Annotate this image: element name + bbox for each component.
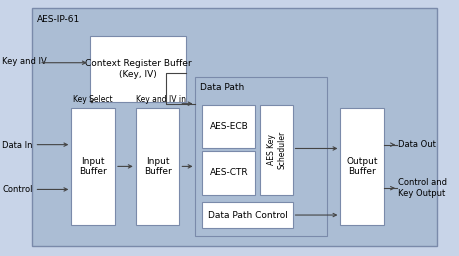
Text: AES-CTR: AES-CTR [209, 168, 247, 177]
Bar [340, 108, 383, 225]
Text: Context Register Buffer
(Key, IV): Context Register Buffer (Key, IV) [84, 59, 191, 79]
Text: Control: Control [2, 185, 33, 194]
Text: AES-ECB: AES-ECB [209, 122, 248, 131]
Text: Control and
Key Output: Control and Key Output [397, 178, 446, 198]
Text: Key and IV: Key and IV [2, 57, 47, 66]
Text: Key Select: Key Select [73, 95, 112, 104]
Bar [202, 105, 255, 148]
Bar [135, 108, 179, 225]
Bar [202, 151, 255, 195]
Text: Data Path Control: Data Path Control [207, 210, 287, 220]
Text: Input
Buffer: Input Buffer [143, 157, 171, 176]
Bar [90, 36, 186, 102]
Bar [32, 8, 436, 246]
Bar [195, 77, 326, 236]
Text: Key and IV in: Key and IV in [135, 95, 185, 104]
Text: Data Path: Data Path [200, 83, 244, 92]
Text: Output
Buffer: Output Buffer [346, 157, 377, 176]
Bar [202, 202, 292, 228]
Text: Data In: Data In [2, 141, 33, 151]
Text: Data Out: Data Out [397, 140, 435, 149]
Text: AES Key
Scheduler: AES Key Scheduler [266, 131, 285, 169]
Text: Input
Buffer: Input Buffer [79, 157, 107, 176]
Bar [260, 105, 292, 195]
Bar [71, 108, 115, 225]
Text: AES-IP-61: AES-IP-61 [37, 15, 80, 24]
